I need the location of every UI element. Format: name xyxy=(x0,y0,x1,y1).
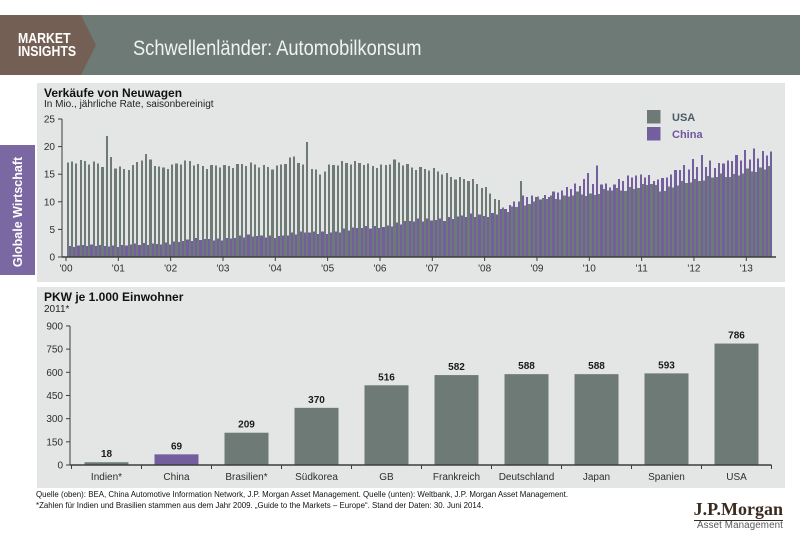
svg-text:Frankreich: Frankreich xyxy=(433,472,480,483)
svg-text:600: 600 xyxy=(46,368,63,379)
svg-text:209: 209 xyxy=(238,420,255,431)
svg-text:'08: '08 xyxy=(478,264,491,275)
svg-text:15: 15 xyxy=(44,170,56,181)
svg-text:GB: GB xyxy=(379,472,394,483)
svg-text:'00: '00 xyxy=(59,264,72,275)
svg-text:150: 150 xyxy=(46,437,63,448)
svg-text:'11: '11 xyxy=(635,264,648,275)
svg-text:China: China xyxy=(672,129,703,141)
svg-text:'07: '07 xyxy=(426,264,439,275)
svg-text:Japan: Japan xyxy=(583,472,610,483)
svg-text:582: 582 xyxy=(448,362,465,373)
svg-text:'09: '09 xyxy=(530,264,543,275)
svg-text:5: 5 xyxy=(49,225,55,236)
svg-text:786: 786 xyxy=(728,331,745,342)
svg-text:450: 450 xyxy=(46,391,63,402)
svg-text:Deutschland: Deutschland xyxy=(499,472,555,483)
svg-text:Südkorea: Südkorea xyxy=(295,472,338,483)
svg-text:900: 900 xyxy=(46,321,63,332)
svg-text:'03: '03 xyxy=(216,264,229,275)
svg-text:'02: '02 xyxy=(164,264,177,275)
svg-text:Indien*: Indien* xyxy=(91,472,122,483)
svg-text:'12: '12 xyxy=(687,264,700,275)
svg-text:25: 25 xyxy=(44,115,56,126)
svg-text:'05: '05 xyxy=(321,264,334,275)
svg-text:Brasilien*: Brasilien* xyxy=(225,472,267,483)
svg-text:18: 18 xyxy=(101,449,113,460)
svg-text:'10: '10 xyxy=(583,264,596,275)
svg-text:'04: '04 xyxy=(269,264,282,275)
svg-text:USA: USA xyxy=(726,472,747,483)
svg-text:Spanien: Spanien xyxy=(648,472,685,483)
svg-text:'13: '13 xyxy=(740,264,753,275)
svg-text:593: 593 xyxy=(658,360,675,371)
svg-text:'01: '01 xyxy=(112,264,125,275)
svg-text:China: China xyxy=(163,472,190,483)
svg-text:10: 10 xyxy=(44,197,56,208)
svg-text:516: 516 xyxy=(378,372,395,383)
svg-text:0: 0 xyxy=(57,461,63,472)
svg-text:20: 20 xyxy=(44,142,56,153)
svg-text:'06: '06 xyxy=(373,264,386,275)
svg-text:69: 69 xyxy=(171,441,183,452)
svg-text:370: 370 xyxy=(308,395,325,406)
svg-text:300: 300 xyxy=(46,414,63,425)
svg-text:588: 588 xyxy=(518,361,535,372)
svg-text:588: 588 xyxy=(588,361,605,372)
svg-text:750: 750 xyxy=(46,345,63,356)
svg-text:USA: USA xyxy=(672,112,695,124)
svg-text:0: 0 xyxy=(49,253,55,264)
